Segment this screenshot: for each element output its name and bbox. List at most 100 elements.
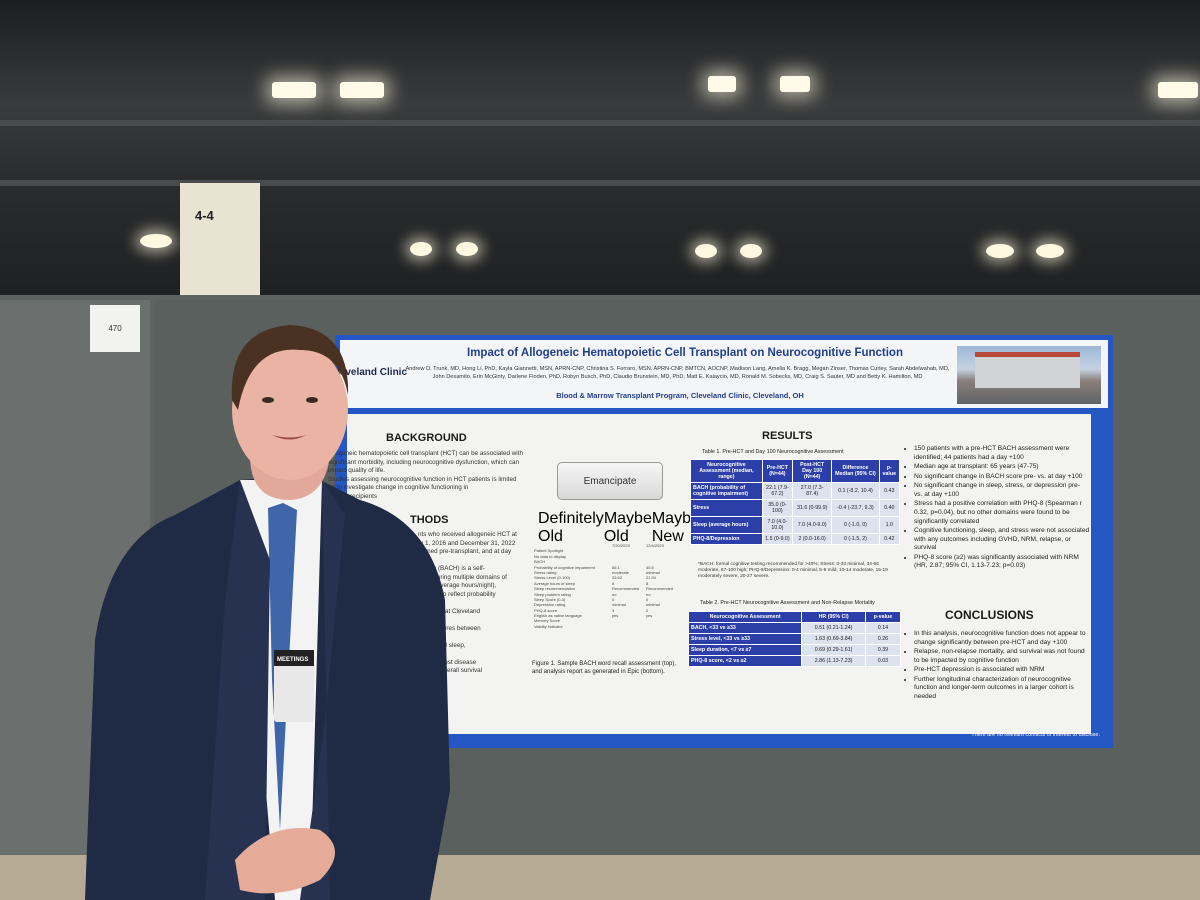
report-cell: Sleep recommendation <box>534 586 576 592</box>
poster-title: Impact of Allogeneic Hematopoietic Cell … <box>467 347 903 359</box>
table-cell: 31.6 (0-99.9) <box>791 499 833 517</box>
text-line: Pre-HCT depression is associated with NR… <box>914 666 1090 675</box>
hair <box>231 325 349 410</box>
table-cell: 0.14 <box>864 622 902 634</box>
table-title: Table 1. Pre-HCT and Day 100 Neurocognit… <box>702 449 844 455</box>
report-row: Patient Spotlight <box>534 548 680 553</box>
text-line: Median age at transplant: 65 years (47-7… <box>914 463 1090 472</box>
report-row: Average hours of sleep 8 8 <box>534 581 680 586</box>
table-cell: 0.1 (-8.2, 10.4) <box>831 482 880 500</box>
background-text: Allogeneic hematopoietic cell transplant… <box>328 450 526 501</box>
ceiling-beam <box>0 120 1200 126</box>
text-line: formed pre-transplant, and at day <box>418 548 512 555</box>
table-row: BACH, <33 vs ≥33 0.51 (0.21-1.24) 0.14 <box>687 622 902 634</box>
table-cell: 2.86 (1.13-7.23) <box>801 655 866 667</box>
report-cell: 8 <box>612 580 615 586</box>
report-row: Stress rating moderate minimal <box>534 570 680 575</box>
hands <box>235 828 335 894</box>
report-cell: Stress rating <box>534 569 557 575</box>
report-cell: 40.8 <box>646 564 654 570</box>
report-cell: Sleep problem rating <box>534 591 571 597</box>
report-cell: Probability of cognitive impairment <box>534 564 595 570</box>
ceiling-light <box>340 82 384 98</box>
report-row: Sleep Score (0-3) 0 0 <box>534 597 680 602</box>
table-cell: 0 (-1.5, 2) <box>831 533 880 545</box>
table-cell: 2 (0.0-16.0) <box>791 533 833 545</box>
report-cell: moderate <box>612 569 629 575</box>
table-header-cell: Pre-HCT (N=44) <box>761 459 793 483</box>
table: Neurocognitive Assessment HR (95% CI) p-va… <box>687 611 902 667</box>
ceiling-light <box>780 76 810 92</box>
table-2: Neurocognitive Assessment HR (95% CI) p-va… <box>687 611 902 667</box>
results-bullets: 150 patients with a pre-HCT BACH assessm… <box>905 445 1090 572</box>
report-row: Depression rating minimal minimal <box>534 602 680 607</box>
report-date: 7/20/2023 <box>612 543 630 548</box>
table-row: Stress 35.0 (0-100) 31.6 (0-99.9) -0.4 (-23… <box>690 499 900 517</box>
report-cell: no <box>612 591 617 597</box>
lapel <box>205 480 270 900</box>
report-cell: English as native language <box>534 613 582 619</box>
ceiling-spot <box>410 242 432 256</box>
report-cell: 0 <box>612 596 615 602</box>
report-cell: yes <box>612 613 619 619</box>
text-line: ry 1, 2016 and December 31, 2022 <box>418 539 516 547</box>
table-cell: 0.42 <box>878 533 900 545</box>
board-number: 470 <box>90 305 140 352</box>
report-cell: minimal <box>646 602 660 608</box>
booth-sign: 4-4 <box>195 208 214 223</box>
table-cell: 22.1 (7.9-67.2) <box>761 482 793 500</box>
section-heading: CONCLUSIONS <box>945 608 1034 622</box>
report-cell: 66.1 <box>612 564 620 570</box>
figure-caption: Figure 1. Sample BACH word recall assess… <box>532 661 677 675</box>
table-cell: BACH, <33 vs ≥33 <box>687 622 803 634</box>
table-cell: -0.4 (-23.7, 9.3) <box>831 499 880 517</box>
report-row: Sleep recommendation Recommended Recommend… <box>534 586 680 591</box>
report-row: No data to display <box>534 554 680 559</box>
text-line: In this analysis, neurocognitive functio… <box>914 630 1090 647</box>
report-row: English as native language yes yes <box>534 613 680 618</box>
report-cell: Patient Spotlight <box>534 548 564 554</box>
table-cell: 1.5 (0-9.0) <box>761 533 793 545</box>
hospital-building <box>975 352 1080 388</box>
report-cell: yes <box>646 613 653 619</box>
report-cell: No data to display <box>534 553 567 559</box>
badge <box>274 650 314 722</box>
ceiling-spot <box>986 244 1014 258</box>
report-cell: 0 <box>646 596 649 602</box>
text-line: validated at Cleveland <box>418 607 480 615</box>
ceiling-light <box>1158 82 1198 98</box>
eye <box>306 397 318 403</box>
report-cell: Sleep Score (0-3) <box>534 596 566 602</box>
face <box>232 340 348 480</box>
ceiling-spot <box>695 244 717 258</box>
section-heading: THODS <box>410 514 449 526</box>
report-row: Validity indicator <box>534 624 680 629</box>
text-line: -versus-host disease <box>418 658 477 666</box>
table-header-cell: Neurocognitive Assessment (median, range… <box>690 459 763 483</box>
text-line: se, and overall survival <box>418 667 483 674</box>
report-cell: 33.62 <box>612 575 623 581</box>
report-row: Sleep problem rating no no <box>534 592 680 597</box>
table-cell: 35.0 (0-100) <box>761 499 793 517</box>
ceiling-spot <box>740 244 762 258</box>
affiliation: Blood & Marrow Transplant Program, Cleve… <box>556 391 804 400</box>
table-cell: 7.0 (4.0-9.0) <box>791 516 833 534</box>
text-line: Definitely Old <box>538 510 604 545</box>
report-cell: minimal <box>646 569 660 575</box>
text-line: No significant change in sleep, stress, … <box>914 482 1090 499</box>
report-cell: PHQ-8 score <box>534 607 558 613</box>
ceiling-light <box>272 82 316 98</box>
ceiling-spot <box>456 242 478 256</box>
text-line: Stress had a positive correlation with P… <box>914 500 1090 526</box>
app-word: Emancipate <box>557 462 663 500</box>
report-cell: Depression rating <box>534 602 566 608</box>
report-row: Memory Score <box>534 618 680 623</box>
text-line: Cognitive functioning, sleep, and stress… <box>914 527 1090 553</box>
table-row: BACH (probability of cognitive impairmen… <box>690 482 900 500</box>
table-cell: 0 (-1.0, 0) <box>831 516 880 534</box>
badge-band <box>274 650 314 666</box>
report-row: Probability of cognitive impairment 66.1 4… <box>534 565 680 570</box>
report-cell: BACH <box>534 559 546 565</box>
table-header-row: Neurocognitive Assessment HR (95% CI) p-va… <box>687 611 902 623</box>
